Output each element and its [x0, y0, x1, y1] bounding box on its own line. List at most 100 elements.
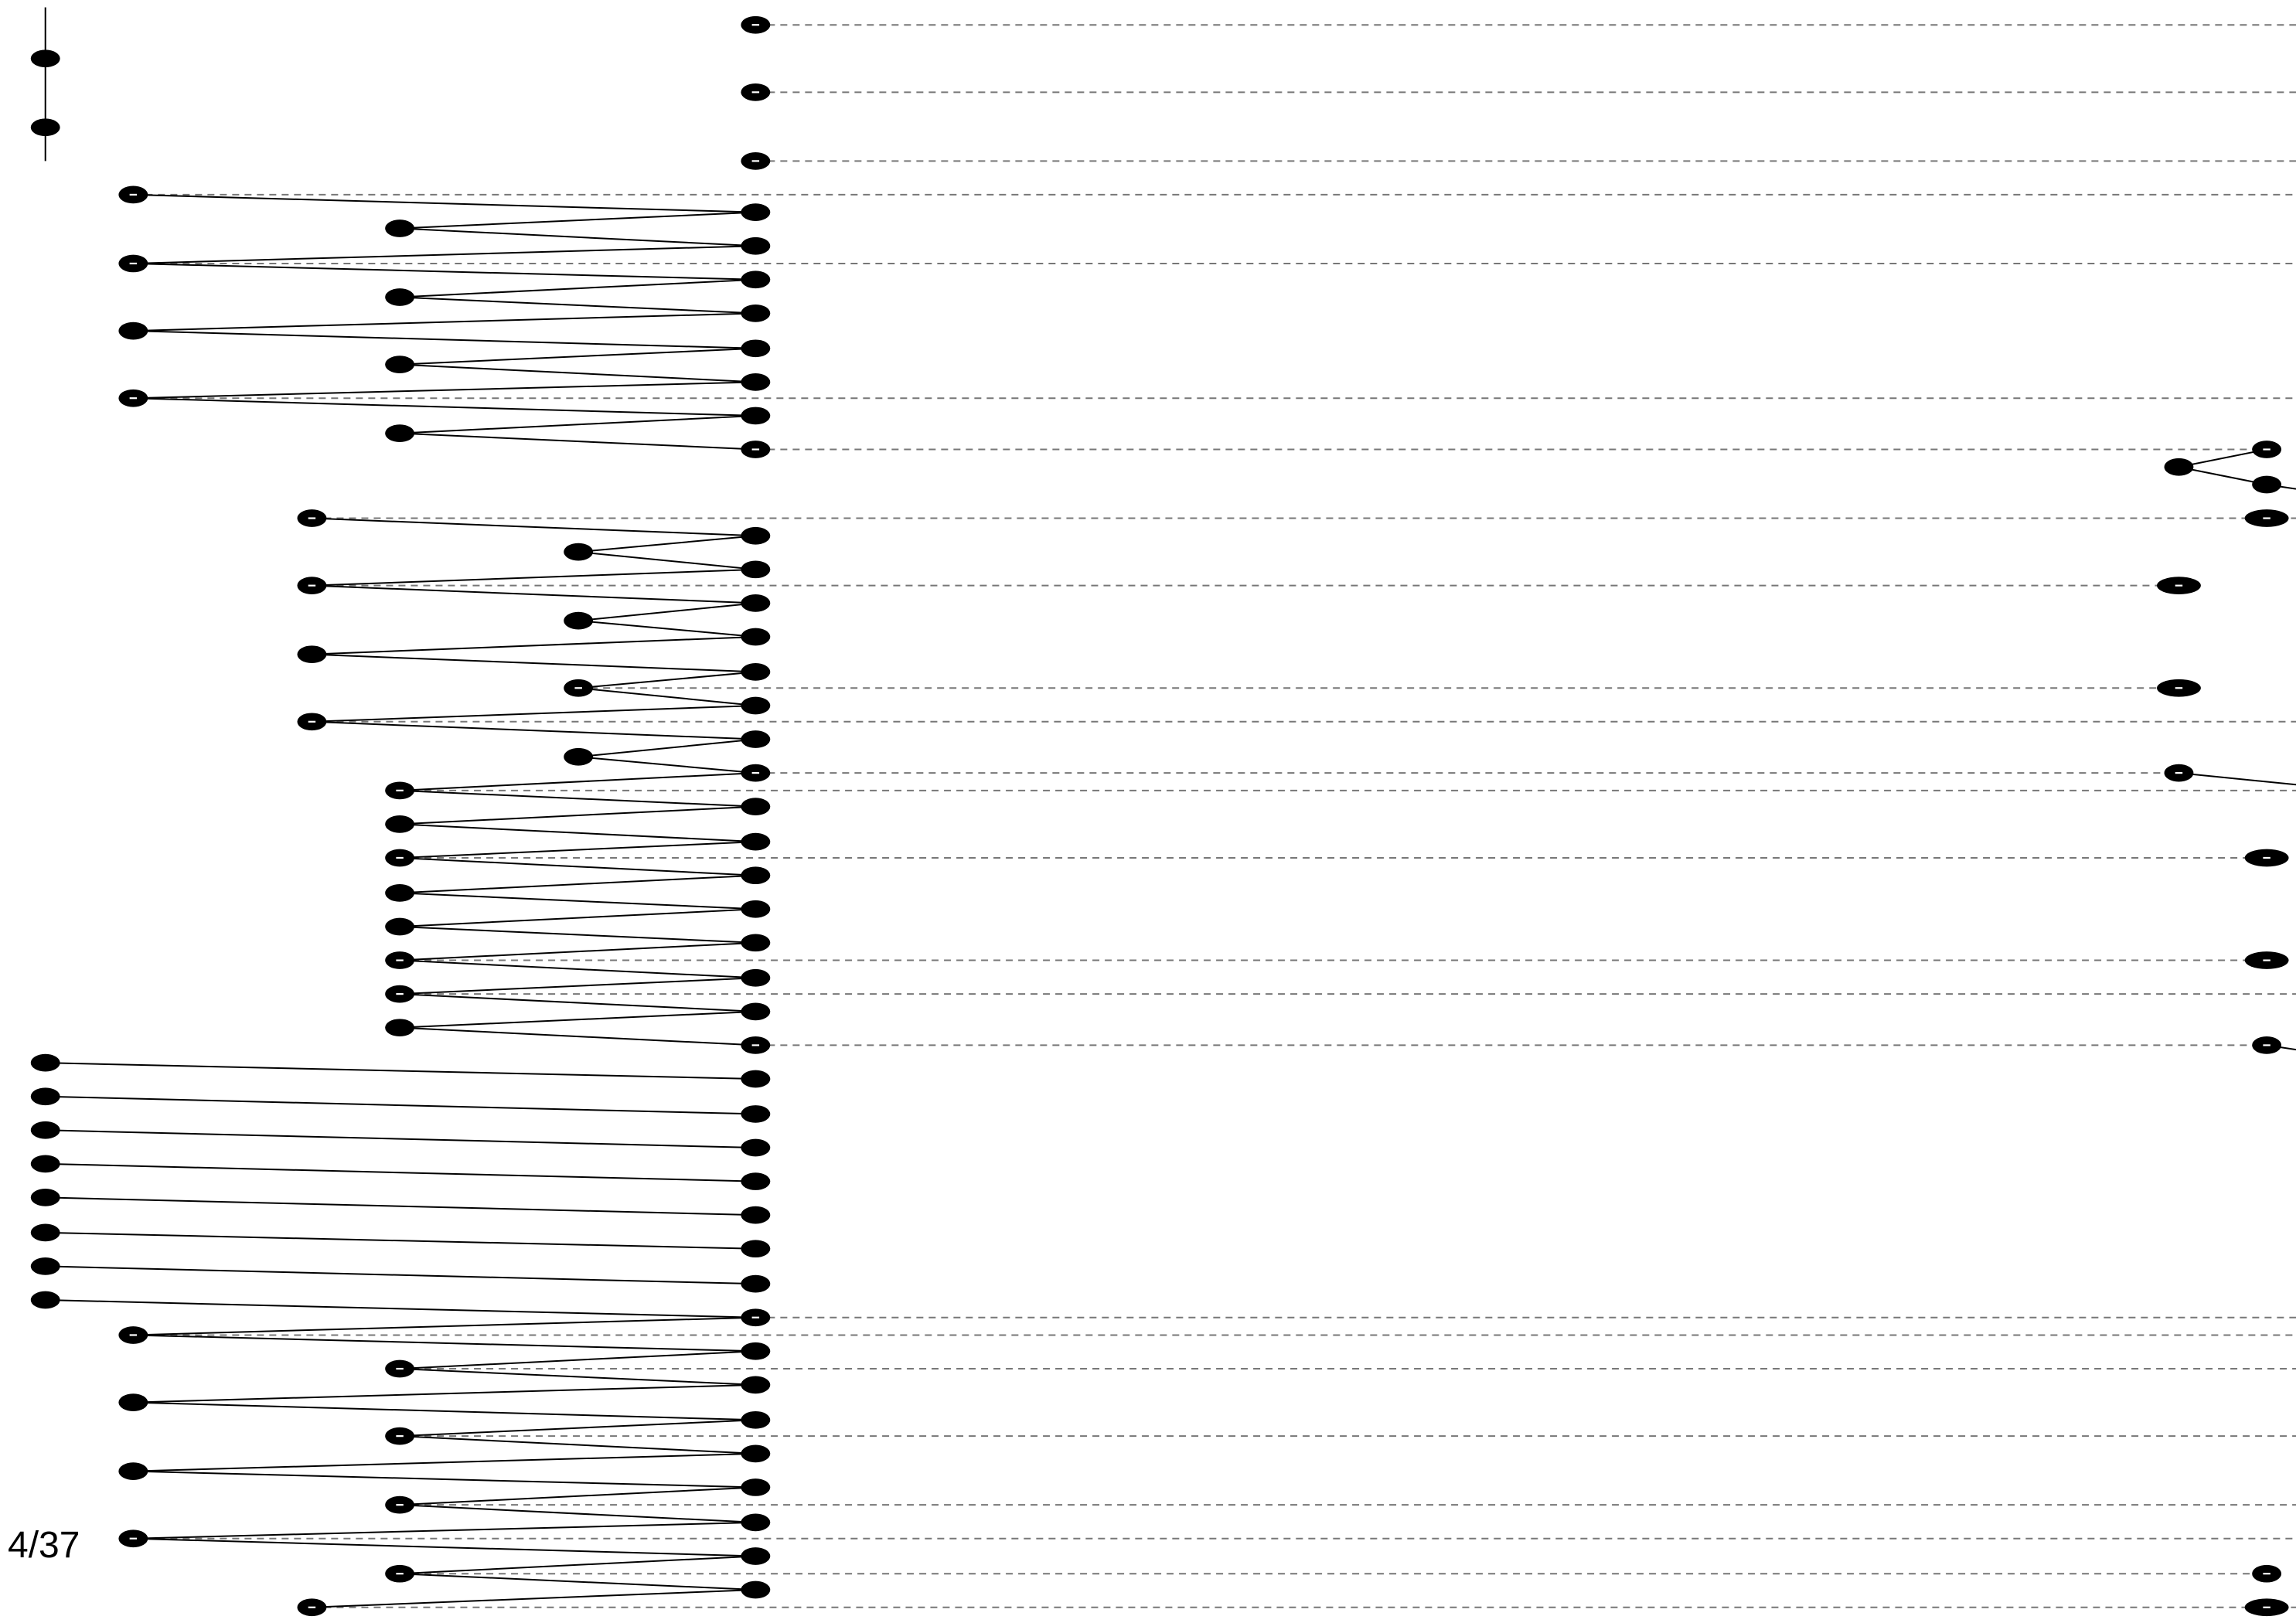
tree-edge	[133, 193, 756, 213]
tree-node	[118, 322, 148, 340]
tree-node	[30, 1189, 60, 1206]
tree-node	[741, 696, 771, 715]
tree-node	[741, 1138, 771, 1157]
tree-edge	[400, 227, 756, 247]
tree-nodes	[30, 15, 2289, 1617]
tree-edge	[133, 1470, 756, 1489]
tree-edge	[312, 1589, 756, 1608]
tree-edge	[45, 1062, 756, 1080]
tree-edge	[400, 977, 756, 995]
tree-edge	[133, 245, 756, 264]
tree-node	[741, 270, 771, 289]
tree-edge	[312, 584, 756, 604]
tree-node	[118, 1393, 148, 1411]
tree-edge	[400, 908, 756, 927]
tree-node	[385, 219, 415, 237]
tree-node	[741, 526, 771, 545]
tree-node	[30, 1291, 60, 1309]
tree-edge	[400, 1010, 756, 1029]
tree-node	[30, 1121, 60, 1139]
tree-node	[741, 304, 771, 322]
tree-edge	[133, 330, 756, 349]
tree-edge	[400, 874, 756, 894]
tree-edge	[133, 1521, 756, 1540]
tree-edge	[578, 671, 756, 689]
tree-node	[741, 832, 771, 851]
tree-node	[30, 118, 60, 137]
tree-node	[30, 49, 60, 68]
tree-edge	[312, 568, 756, 587]
tree-edge	[133, 1537, 756, 1557]
tree-edge	[400, 1368, 756, 1386]
tree-edge	[45, 1129, 756, 1148]
tree-node	[741, 628, 771, 646]
tree-edge	[400, 432, 756, 451]
tree-node	[741, 1376, 771, 1394]
tree-edge	[45, 1162, 756, 1182]
tree-edge	[312, 517, 756, 537]
tree-edge	[578, 687, 756, 706]
tree-node	[118, 1462, 148, 1480]
tree-node	[741, 236, 771, 255]
tree-edge	[400, 1573, 756, 1591]
tree-edge	[400, 1435, 756, 1455]
tree-node	[741, 1580, 771, 1599]
tree-edge	[312, 653, 756, 673]
tree-edge	[45, 1298, 756, 1318]
tree-node	[385, 1019, 415, 1037]
tree-edge	[400, 296, 756, 315]
tree-edge	[400, 925, 756, 944]
tree-edge	[578, 738, 756, 758]
tree-edge	[578, 551, 756, 570]
tree-edge	[400, 1504, 756, 1523]
tree-edge	[400, 841, 756, 859]
tree-node	[741, 407, 771, 425]
tree-node	[741, 560, 771, 579]
tree-node	[741, 900, 771, 918]
tree-node	[30, 1155, 60, 1173]
tree-edge	[400, 1486, 756, 1506]
tree-edge	[133, 1401, 756, 1421]
tree-edge	[133, 262, 756, 281]
tree-edge	[45, 1231, 756, 1250]
tree-node	[741, 1105, 771, 1123]
tree-edges	[44, 7, 2296, 1608]
tree-edge	[312, 635, 756, 655]
tree-edge	[400, 1026, 756, 1046]
tree-node	[741, 1002, 771, 1021]
tree-edge	[400, 1350, 756, 1370]
tree-node	[741, 1070, 771, 1088]
tree-node	[385, 884, 415, 902]
tree-edge	[400, 363, 756, 383]
tree-node	[741, 1444, 771, 1463]
tree-node	[564, 543, 594, 561]
tree-node	[741, 663, 771, 681]
tree-edge	[133, 1316, 756, 1336]
tree-edge	[45, 1196, 756, 1216]
tree-edge	[2178, 772, 2296, 786]
tree-node	[385, 917, 415, 936]
tree-edge	[133, 397, 756, 417]
tree-edge	[400, 805, 756, 825]
tree-node	[741, 203, 771, 222]
tree-edge	[400, 856, 756, 876]
tree-edge	[133, 1452, 756, 1472]
page-counter: 4/37	[8, 1525, 80, 1566]
tree-node	[741, 1206, 771, 1224]
tree-edge	[400, 892, 756, 910]
tree-edge	[312, 720, 756, 740]
tree-node	[741, 1342, 771, 1360]
tree-edge	[400, 959, 756, 979]
tree-edge	[400, 278, 756, 298]
tree-node	[741, 1547, 771, 1565]
tree-node	[741, 798, 771, 816]
tree-edge	[2178, 448, 2267, 468]
tree-edge	[400, 789, 756, 808]
tree-node	[2164, 458, 2194, 476]
tree-node	[30, 1223, 60, 1242]
tree-node	[385, 288, 415, 306]
tree-node	[385, 356, 415, 374]
tree-edge	[133, 1334, 756, 1352]
tree-edge	[400, 823, 756, 843]
tree-edge	[400, 414, 756, 434]
